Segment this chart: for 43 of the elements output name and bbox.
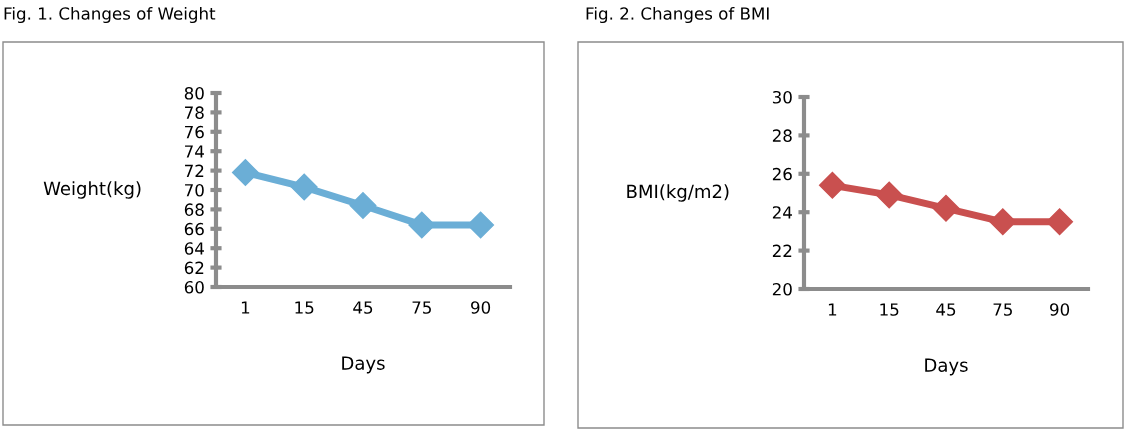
x-tick-label: 75 [993, 303, 1012, 316]
y-tick-label: 30 [772, 90, 792, 104]
y-axis-title: Weight(kg) [43, 181, 141, 199]
chart-title: Fig. 2. Changes of BMI [586, 6, 769, 24]
point [875, 181, 903, 209]
x-axis-title: Days [925, 358, 968, 376]
y-tick-label: 68 [184, 203, 204, 216]
point [349, 192, 377, 219]
y-tick-label: 62 [184, 261, 204, 275]
x-tick-label: 45 [353, 301, 373, 314]
x-tick-label: 1 [828, 303, 837, 316]
y-tick-label: 60 [184, 280, 204, 294]
chart-title: Fig. 1. Changes of Weight [4, 6, 216, 24]
y-tick-label: 66 [184, 222, 204, 236]
point [290, 173, 318, 201]
point [1046, 208, 1074, 236]
x-tick-label: 90 [471, 301, 491, 314]
x-tick-label: 45 [936, 303, 956, 316]
y-tick-label: 64 [184, 242, 204, 255]
y-tick-label: 22 [772, 244, 792, 257]
x-tick-label: 1 [241, 301, 250, 314]
y-tick-label: 20 [772, 282, 792, 296]
point [932, 194, 960, 222]
y-tick-label: 76 [185, 125, 204, 139]
point [231, 159, 259, 187]
point [467, 211, 495, 239]
y-tick-label: 78 [185, 106, 204, 119]
y-tick-label: 80 [184, 86, 204, 100]
y-axis-title: BMI(kg/m2) [627, 184, 729, 202]
x-tick-label: 75 [412, 301, 431, 314]
y-tick-label: 24 [772, 206, 792, 219]
y-tick-label: 74 [185, 145, 204, 158]
x-tick-label: 15 [295, 301, 314, 314]
point [408, 211, 436, 239]
y-tick-label: 26 [772, 167, 792, 181]
x-tick-label: 90 [1050, 303, 1070, 316]
point [989, 208, 1017, 236]
y-tick-label: 72 [185, 164, 204, 177]
y-tick-label: 70 [185, 183, 204, 197]
point [818, 171, 846, 199]
y-tick-label: 28 [772, 129, 792, 142]
x-axis-title: Days [342, 356, 385, 374]
x-tick-label: 15 [880, 303, 899, 316]
